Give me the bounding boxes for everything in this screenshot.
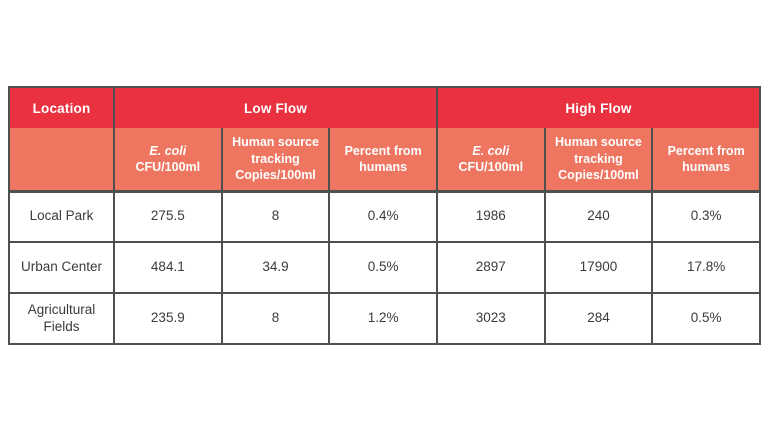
high-flow-header: High Flow [435, 86, 762, 128]
subheader-row: E. coli CFU/100ml Human source tracking Cop… [8, 128, 761, 193]
empty-subheader-cell [8, 128, 115, 193]
subheader-unit: CFU/100ml [135, 159, 201, 174]
subheader-cell: E. coli CFU/100ml [113, 128, 223, 193]
value-cell: 0.3% [651, 190, 761, 243]
value-cell: 235.9 [113, 292, 223, 345]
subheader-cell: Human source tracking Copies/100ml [220, 128, 331, 193]
value-cell: 17900 [543, 241, 654, 294]
location-cell: Agricultural Fields [8, 292, 115, 345]
value-cell: 3023 [435, 292, 546, 345]
water-quality-table: Location Low Flow High Flow E. coli CFU/1… [8, 86, 762, 345]
subheader-unit: Copies/100ml [558, 167, 639, 182]
value-cell: 240 [543, 190, 654, 243]
subheader-name: E. coli [472, 143, 510, 158]
subheader-unit: Copies/100ml [235, 167, 316, 182]
subheader-cell: E. coli CFU/100ml [435, 128, 546, 193]
value-cell: 275.5 [113, 190, 223, 243]
subheader-name: Human source tracking [232, 135, 319, 166]
table-row: Urban Center 484.1 34.9 0.5% 2897 17900 17.8% [8, 241, 761, 294]
subheader-name: Human source tracking [555, 135, 642, 166]
value-cell: 2897 [435, 241, 546, 294]
value-cell: 284 [543, 292, 654, 345]
value-cell: 8 [220, 292, 331, 345]
value-cell: 484.1 [113, 241, 223, 294]
table-row: Agricultural Fields 235.9 8 1.2% 3023 284 0.5% [8, 292, 761, 345]
value-cell: 1986 [435, 190, 546, 243]
value-cell: 34.9 [220, 241, 331, 294]
table-body: Local Park 275.5 8 0.4% 1986 240 0.3% Urban Cen… [8, 190, 761, 345]
subheader-cell: Percent from humans [328, 128, 438, 193]
subheader-unit: CFU/100ml [458, 159, 524, 174]
water-quality-table-wrap: Location Low Flow High Flow E. coli CFU/1… [8, 86, 762, 345]
subheader-name: Percent from humans [667, 143, 745, 174]
subheader-cell: Percent from humans [651, 128, 761, 193]
location-header: Location [8, 86, 115, 128]
subheader-name: E. coli [149, 143, 187, 158]
value-cell: 0.5% [328, 241, 438, 294]
value-cell: 0.5% [651, 292, 761, 345]
value-cell: 1.2% [328, 292, 438, 345]
value-cell: 8 [220, 190, 331, 243]
value-cell: 17.8% [651, 241, 761, 294]
location-cell: Urban Center [8, 241, 115, 294]
location-cell: Local Park [8, 190, 115, 243]
value-cell: 0.4% [328, 190, 438, 243]
header-group-row: Location Low Flow High Flow [8, 86, 762, 128]
subheader-name: Percent from humans [344, 143, 422, 174]
table-row: Local Park 275.5 8 0.4% 1986 240 0.3% [8, 190, 761, 243]
low-flow-header: Low Flow [113, 86, 438, 128]
subheader-cell: Human source tracking Copies/100ml [543, 128, 654, 193]
